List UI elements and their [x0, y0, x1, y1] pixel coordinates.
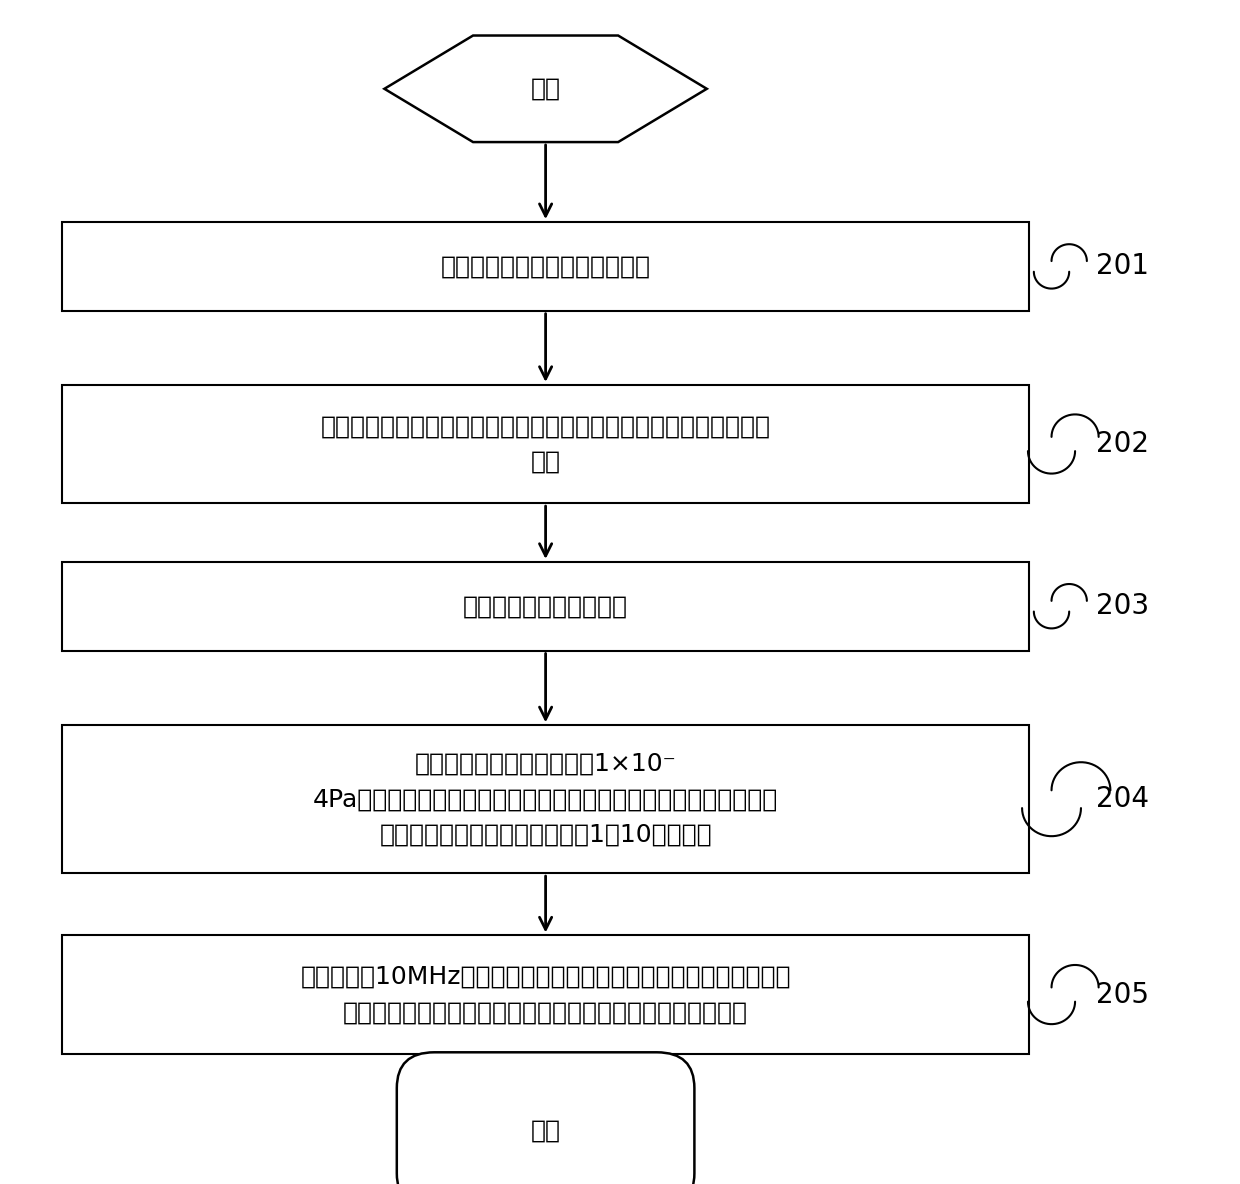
- Text: 201: 201: [1096, 252, 1148, 281]
- Text: 将初始基材固定于所述镀膜挂架上；其中，所述镀膜挂架位于所述镀
炉内: 将初始基材固定于所述镀膜挂架上；其中，所述镀膜挂架位于所述镀 炉内: [321, 414, 770, 474]
- Text: 在接通大于10MHz的超高频振荡电源的条件下，将高折射率靶材及低
折射率靶材按照预设顺序沉积至所述初始基材；获得目标基材: 在接通大于10MHz的超高频振荡电源的条件下，将高折射率靶材及低 折射率靶材按照…: [300, 965, 791, 1024]
- Polygon shape: [384, 36, 707, 142]
- FancyBboxPatch shape: [62, 223, 1029, 310]
- FancyBboxPatch shape: [62, 935, 1029, 1054]
- FancyBboxPatch shape: [62, 385, 1029, 503]
- Text: 205: 205: [1096, 980, 1148, 1009]
- Text: 结束: 结束: [531, 1119, 560, 1143]
- FancyBboxPatch shape: [62, 561, 1029, 650]
- FancyBboxPatch shape: [397, 1053, 694, 1184]
- Text: 202: 202: [1096, 430, 1148, 458]
- Text: 调节所述镀炉内的真空度: 调节所述镀炉内的真空度: [463, 594, 629, 618]
- FancyBboxPatch shape: [62, 725, 1029, 874]
- Text: 203: 203: [1096, 592, 1148, 620]
- Text: 针对所述初始基材进行纹理转印: 针对所述初始基材进行纹理转印: [440, 255, 651, 278]
- Text: 当所述镀炉内真空度下降至1×10⁻
4Pa时，在镀炉内通入氩气，以及，控制所述镀膜挂架以预设速率进
行旋转；其中，所述预设速率为1至10转每分钟: 当所述镀炉内真空度下降至1×10⁻ 4Pa时，在镀炉内通入氩气，以及，控制所述镀…: [312, 752, 779, 847]
- Text: 204: 204: [1096, 785, 1148, 813]
- Text: 开始: 开始: [531, 77, 560, 101]
